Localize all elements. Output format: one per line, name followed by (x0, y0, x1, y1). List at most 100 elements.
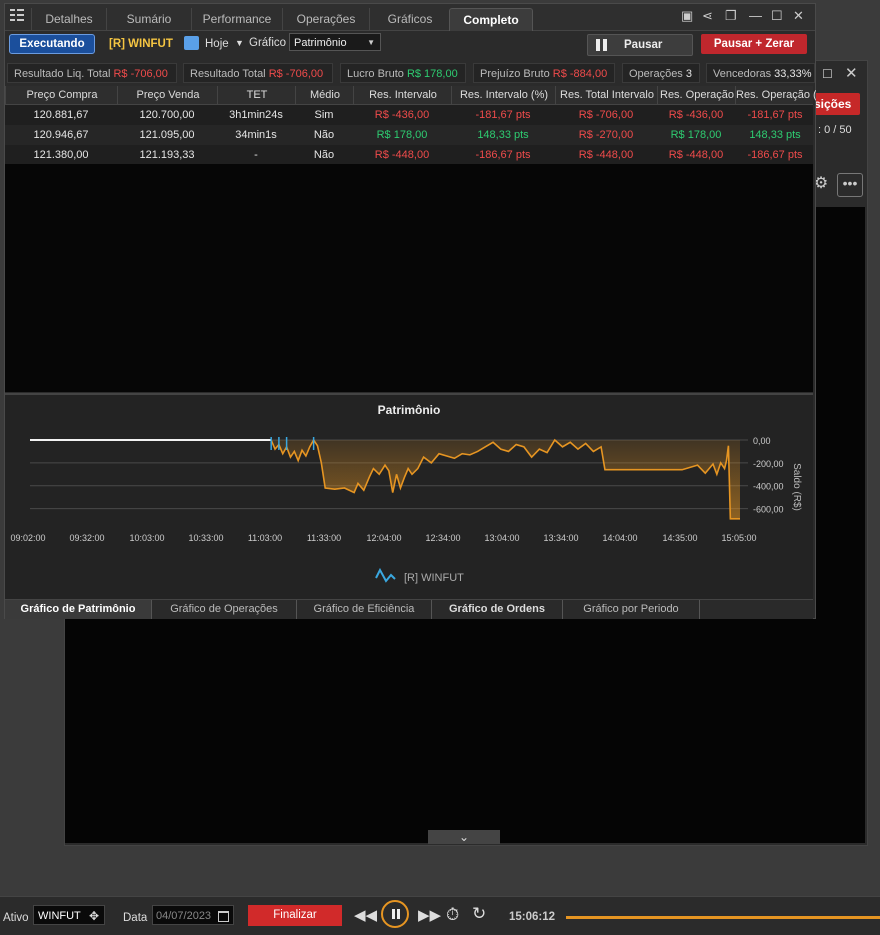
video-icon[interactable]: ▣ (681, 8, 694, 23)
column-header[interactable]: Médio (295, 86, 354, 104)
pause-icon (596, 39, 608, 51)
column-header[interactable]: TET (217, 86, 296, 104)
table-cell: -181,67 pts (475, 109, 531, 121)
column-header[interactable]: Preço Venda (117, 86, 218, 104)
table-cell: R$ -448,00 (668, 149, 724, 161)
table-cell: R$ -706,00 (578, 109, 634, 121)
tab-grafico-patrimonio[interactable]: Gráfico de Patrimônio (5, 600, 152, 619)
y-tick-label: -200,00 (753, 459, 784, 469)
close-icon[interactable]: ✕ (845, 65, 858, 82)
stat-lucro-bruto: Lucro Bruto R$ 178,00 (340, 63, 466, 83)
menu-icon[interactable] (10, 8, 24, 22)
tab-grafico-ordens[interactable]: Gráfico de Ordens (432, 600, 563, 619)
column-header[interactable]: Preço Compra (5, 86, 118, 104)
more-options-icon[interactable]: ••• (837, 173, 863, 197)
table-cell: R$ -448,00 (374, 149, 430, 161)
patrimonio-chart-panel: Patrimônio 0,00 -200,00 -400,00 -600,00 Sald… (5, 393, 813, 601)
x-tick-label: 10:03:00 (129, 533, 164, 543)
column-header[interactable]: Res. Intervalo (%) (451, 86, 556, 104)
share-icon[interactable]: ⋖ (702, 8, 713, 23)
chevron-down-icon[interactable]: ▼ (235, 38, 244, 48)
move-icon[interactable]: ✥ (88, 909, 99, 923)
pause-button[interactable]: Pausar (587, 34, 693, 56)
y-tick-label: 0,00 (753, 436, 771, 446)
tab-performance[interactable]: Performance (191, 8, 282, 30)
replay-time: 15:06:12 (509, 911, 556, 923)
tab-sumario[interactable]: Sumário (106, 8, 191, 30)
table-cell: 121.193,33 (139, 149, 195, 161)
table-cell: 3h1min24s (229, 109, 283, 121)
positions-counter: : 0 / 50 (818, 124, 852, 136)
positions-button[interactable]: sições (810, 93, 860, 115)
data-input[interactable]: 04/07/2023 (152, 905, 234, 925)
x-tick-label: 09:32:00 (69, 533, 104, 543)
tab-grafico-operacoes[interactable]: Gráfico de Operações (152, 600, 297, 619)
replay-progress-bar[interactable] (566, 916, 880, 919)
series-line (270, 438, 740, 520)
date-filter[interactable]: Hoje (205, 38, 229, 50)
patrimonio-chart[interactable]: 0,00 -200,00 -400,00 -600,00 Saldo (R$) 09:02… (5, 395, 813, 599)
x-tick-label: 15:05:00 (721, 533, 756, 543)
y-tick-label: -400,00 (753, 482, 784, 492)
step-timer-icon[interactable]: ⏱ (446, 905, 460, 924)
tab-detalhes[interactable]: Detalhes (31, 8, 106, 30)
column-header[interactable]: Res. Operação (657, 86, 736, 104)
table-cell: 120.700,00 (139, 109, 195, 121)
executing-status-button[interactable]: Executando (9, 34, 95, 54)
x-tick-label: 10:33:00 (188, 533, 223, 543)
table-cell: R$ 178,00 (670, 129, 722, 141)
minimize-icon[interactable]: — (749, 8, 762, 23)
chart-select-label: Gráfico (249, 37, 287, 49)
table-row[interactable]: 120.881,67 120.700,00 3h1min24s Sim R$ -436,… (5, 105, 813, 125)
y-tick-label: -600,00 (753, 505, 784, 515)
table-cell: Não (313, 129, 335, 141)
restore-icon[interactable]: ❐ (725, 8, 737, 23)
x-tick-label: 13:04:00 (484, 533, 519, 543)
table-cell: R$ -270,00 (578, 129, 634, 141)
calendar-icon[interactable] (184, 36, 199, 50)
table-cell: -186,67 pts (475, 149, 531, 161)
ativo-label: Ativo (3, 912, 29, 924)
maximize-icon[interactable]: ☐ (822, 67, 833, 81)
column-header[interactable]: Res. Operação ( (735, 86, 816, 104)
series-area (271, 440, 740, 519)
table-row[interactable]: 120.946,67 121.095,00 34min1s Não R$ 178,00 1… (5, 125, 813, 145)
replay-icon[interactable]: ↻ (472, 904, 487, 923)
stat-vencedoras: Vencedoras 33,33% (706, 63, 815, 83)
table-cell: -186,67 pts (747, 149, 803, 161)
tab-operacoes[interactable]: Operações (282, 8, 369, 30)
table-row[interactable]: 121.380,00 121.193,33 - Não R$ -448,00 -186,6… (5, 145, 813, 165)
table-cell: Não (313, 149, 335, 161)
table-cell: 120.946,67 (33, 129, 89, 141)
gear-icon[interactable]: ⚙ (813, 175, 829, 192)
tab-bar: Detalhes Sumário Performance Operações G… (5, 4, 815, 31)
fast-forward-icon[interactable]: ▶▶ (418, 907, 442, 924)
rewind-icon[interactable]: ◀◀ (354, 907, 378, 924)
x-tick-label: 12:34:00 (425, 533, 460, 543)
x-tick-label: 14:35:00 (662, 533, 697, 543)
column-header[interactable]: Res. Total Intervalo (555, 86, 658, 104)
tab-grafico-periodo[interactable]: Gráfico por Periodo (563, 600, 700, 619)
table-cell: 148,33 pts (749, 129, 801, 141)
y-axis-label: Saldo (R$) (791, 463, 802, 511)
tab-graficos[interactable]: Gráficos (369, 8, 450, 30)
finalizar-button[interactable]: Finalizar (248, 905, 342, 926)
asset-label: [R] WINFUT (109, 38, 173, 50)
tab-grafico-eficiencia[interactable]: Gráfico de Eficiência (297, 600, 432, 619)
chevron-down-icon[interactable]: ⌄ (428, 830, 500, 844)
table-cell: R$ -436,00 (668, 109, 724, 121)
pause-icon[interactable] (381, 900, 409, 928)
chart-select[interactable]: Patrimônio ▼ (289, 33, 381, 51)
pause-reset-button[interactable]: Pausar + Zerar (701, 34, 807, 54)
column-header[interactable]: Res. Intervalo (353, 86, 452, 104)
tab-completo[interactable]: Completo (449, 8, 533, 31)
calendar-icon[interactable] (218, 911, 229, 922)
replay-player-bar: Ativo WINFUT ✥ Data 04/07/2023 Finalizar … (0, 896, 880, 935)
close-icon[interactable]: ✕ (793, 8, 804, 23)
x-tick-label: 13:34:00 (543, 533, 578, 543)
table-empty-area (5, 164, 813, 392)
table-cell: - (254, 149, 258, 161)
ativo-input[interactable]: WINFUT ✥ (33, 905, 105, 925)
maximize-icon[interactable]: ☐ (771, 8, 783, 23)
report-window: Detalhes Sumário Performance Operações G… (4, 3, 816, 619)
